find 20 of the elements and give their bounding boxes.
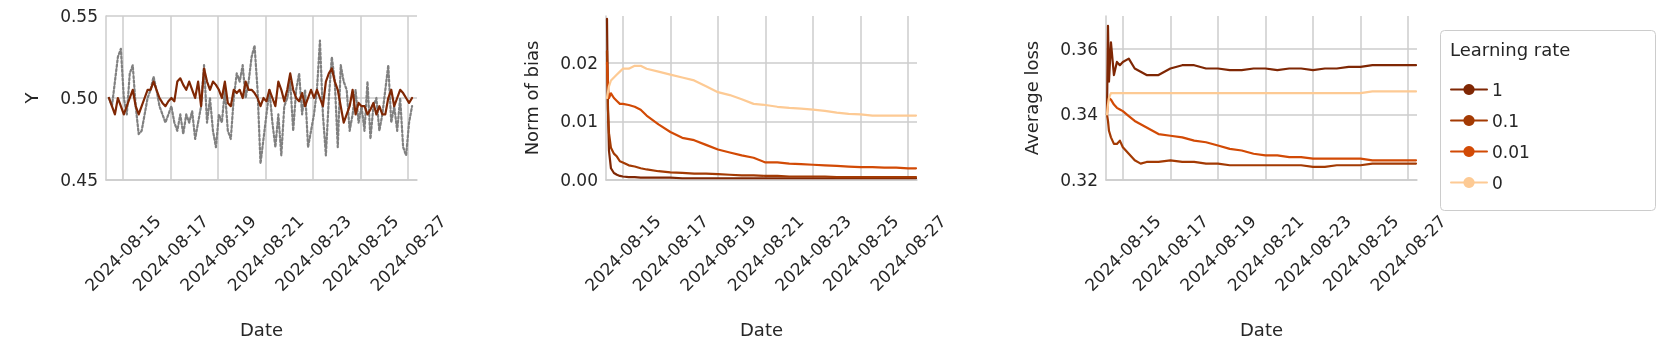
legend-title: Learning rate <box>1450 38 1571 60</box>
y-axis-title: Y <box>20 91 42 105</box>
y-tick-label: 0.50 <box>60 88 98 108</box>
y-tick-label: 0.02 <box>560 52 598 73</box>
legend-label: 0 <box>1492 172 1503 193</box>
y-tick-label: 0.45 <box>60 170 98 190</box>
legend-label: 1 <box>1492 79 1503 100</box>
y-tick-label: 0.32 <box>1060 170 1098 190</box>
legend-label: 0.01 <box>1492 141 1530 162</box>
y-tick-label: 0.00 <box>560 170 598 190</box>
y-tick-label: 0.01 <box>560 111 598 132</box>
y-axis-title: Norm of bias <box>520 40 542 156</box>
x-axis-title: Date <box>239 318 284 340</box>
y-axis-title: Average loss <box>1020 40 1042 156</box>
x-axis-title: Date <box>1239 318 1284 340</box>
y-tick-label: 0.36 <box>1060 38 1098 59</box>
x-axis-title: Date <box>739 318 784 340</box>
y-tick-label: 0.55 <box>60 6 98 26</box>
legend-label: 0.1 <box>1492 110 1520 131</box>
y-tick-label: 0.34 <box>1060 104 1098 125</box>
